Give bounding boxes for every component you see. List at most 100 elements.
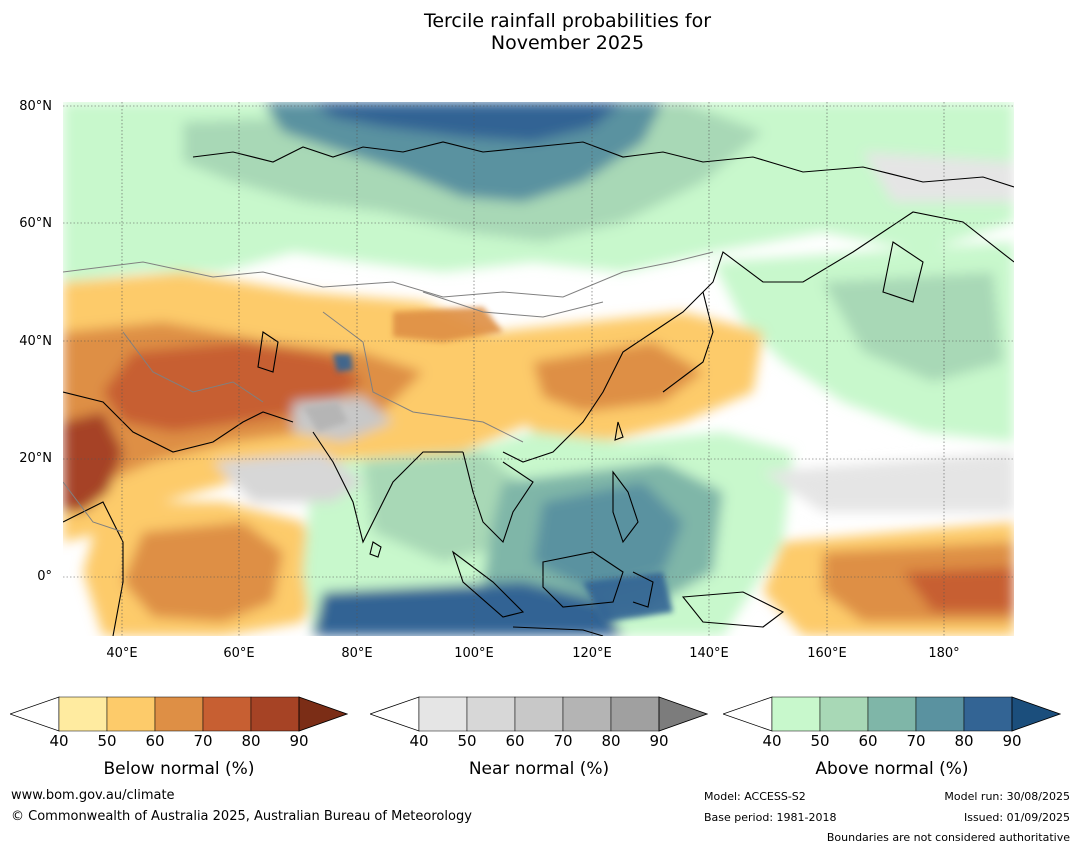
below-colorbar-low-arrow	[10, 696, 60, 732]
below-colorbar-bin-0	[58, 696, 108, 732]
above-tick-40: 40	[762, 732, 782, 750]
lon-label-120e: 120°E	[572, 646, 612, 661]
above-tick-70: 70	[906, 732, 926, 750]
coast-sulawesi	[632, 571, 654, 608]
lon-label-100e: 100°E	[454, 646, 494, 661]
border-middle-east	[122, 331, 264, 403]
map-title: Tercile rainfall probabilities for Novem…	[0, 10, 1081, 54]
below-field-pacific-dark	[903, 567, 1014, 612]
near-tick-80: 80	[601, 732, 621, 750]
near-colorbar-bin-4	[610, 696, 660, 732]
near-colorbar-bin-3	[562, 696, 612, 732]
below-tick-80: 80	[241, 732, 261, 750]
boundaries-disclaimer: Boundaries are not considered authoritat…	[826, 831, 1070, 844]
above-field-bay-mid	[363, 452, 533, 562]
below-tick-40: 40	[49, 732, 69, 750]
below-field-indianocean-mid	[123, 522, 283, 622]
coast-new-guinea	[681, 591, 785, 628]
coast-sri-lanka	[369, 541, 382, 558]
border-africa	[63, 481, 124, 533]
lat-label-80n: 80°N	[19, 99, 52, 114]
near-colorbar-high-arrow	[658, 696, 708, 732]
border-russia-south	[63, 251, 714, 298]
gridlines	[63, 102, 1014, 636]
coast-philippines	[612, 470, 639, 544]
coast-africa-east	[63, 501, 124, 636]
near-tick-90: 90	[649, 732, 669, 750]
near-colorbar-bin-2	[514, 696, 564, 732]
border-china-west	[322, 311, 524, 443]
lat-label-20n: 20°N	[19, 451, 52, 466]
near-tick-70: 70	[553, 732, 573, 750]
title-line-1: Tercile rainfall probabilities for	[423, 10, 712, 32]
above-colorbar-high-arrow	[1011, 696, 1061, 732]
near-colorbar-low-arrow	[370, 696, 420, 732]
near-normal-colorbar	[370, 696, 708, 732]
below-normal-label: Below normal (%)	[103, 759, 255, 779]
above-colorbar-bin-0	[771, 696, 821, 732]
country-borders	[63, 251, 714, 533]
above-field-caspian	[333, 354, 353, 372]
coast-indochina	[462, 451, 534, 544]
near-tick-40: 40	[409, 732, 429, 750]
above-colorbar-bin-2	[867, 696, 917, 732]
below-tick-50: 50	[97, 732, 117, 750]
above-tick-60: 60	[858, 732, 878, 750]
copyright-text: © Commonwealth of Australia 2025, Austra…	[11, 809, 472, 824]
coast-japan	[662, 291, 714, 393]
below-colorbar-high-arrow	[298, 696, 348, 732]
above-field-javasea-deep	[313, 582, 623, 636]
below-colorbar-bin-3	[202, 696, 252, 732]
model-run-date: Model run: 30/08/2025	[944, 790, 1070, 803]
probability-fields	[63, 102, 1014, 636]
coastlines	[63, 141, 1014, 636]
border-mongolia	[422, 291, 604, 318]
coast-java	[512, 626, 604, 636]
above-field-arctic-deep	[313, 102, 623, 142]
near-field-pacific	[763, 452, 1014, 512]
coast-arctic	[192, 141, 1014, 188]
lon-label-60e: 60°E	[223, 646, 255, 661]
lon-label-160e: 160°E	[807, 646, 847, 661]
near-tick-50: 50	[457, 732, 477, 750]
near-colorbar-bin-1	[466, 696, 516, 732]
coast-arabia	[63, 391, 294, 453]
above-normal-colorbar	[723, 696, 1061, 732]
coast-east-asia	[502, 211, 1014, 463]
model-name: Model: ACCESS-S2	[704, 790, 806, 803]
coast-borneo	[542, 551, 624, 608]
above-tick-50: 50	[810, 732, 830, 750]
coast-india	[312, 431, 463, 544]
lon-label-80e: 80°E	[341, 646, 373, 661]
below-tick-60: 60	[145, 732, 165, 750]
probability-fields-fine	[303, 307, 673, 622]
lat-label-60n: 60°N	[19, 216, 52, 231]
above-colorbar-bin-4	[963, 696, 1013, 732]
below-colorbar-bin-4	[250, 696, 300, 732]
title-line-2: November 2025	[490, 32, 645, 54]
below-field-china-mid	[533, 342, 703, 412]
near-field-arctic	[863, 152, 1014, 202]
below-field-arabia-deep	[63, 412, 123, 512]
near-normal-label: Near normal (%)	[468, 759, 610, 779]
lat-label-0: 0°	[37, 569, 52, 584]
bom-url-link[interactable]: www.bom.gov.au/climate	[11, 788, 175, 803]
below-normal-colorbar	[10, 696, 348, 732]
near-field-himalaya	[303, 402, 348, 432]
above-field-maritime-dark	[533, 482, 683, 592]
coast-taiwan	[614, 421, 624, 441]
below-tick-90: 90	[289, 732, 309, 750]
above-field-philippines	[583, 572, 673, 622]
above-colorbar-low-arrow	[723, 696, 773, 732]
above-normal-label: Above normal (%)	[815, 759, 969, 779]
near-field-arabian-sea	[213, 452, 363, 502]
base-period: Base period: 1981-2018	[704, 811, 837, 824]
rainfall-probability-map	[63, 102, 1014, 636]
issued-date: Issued: 01/09/2025	[963, 811, 1070, 824]
lat-label-40n: 40°N	[19, 334, 52, 349]
below-colorbar-bin-1	[106, 696, 156, 732]
near-colorbar-bin-0	[418, 696, 468, 732]
below-field-mongolia	[393, 307, 503, 342]
above-colorbar-bin-3	[915, 696, 965, 732]
lon-label-40e: 40°E	[106, 646, 138, 661]
